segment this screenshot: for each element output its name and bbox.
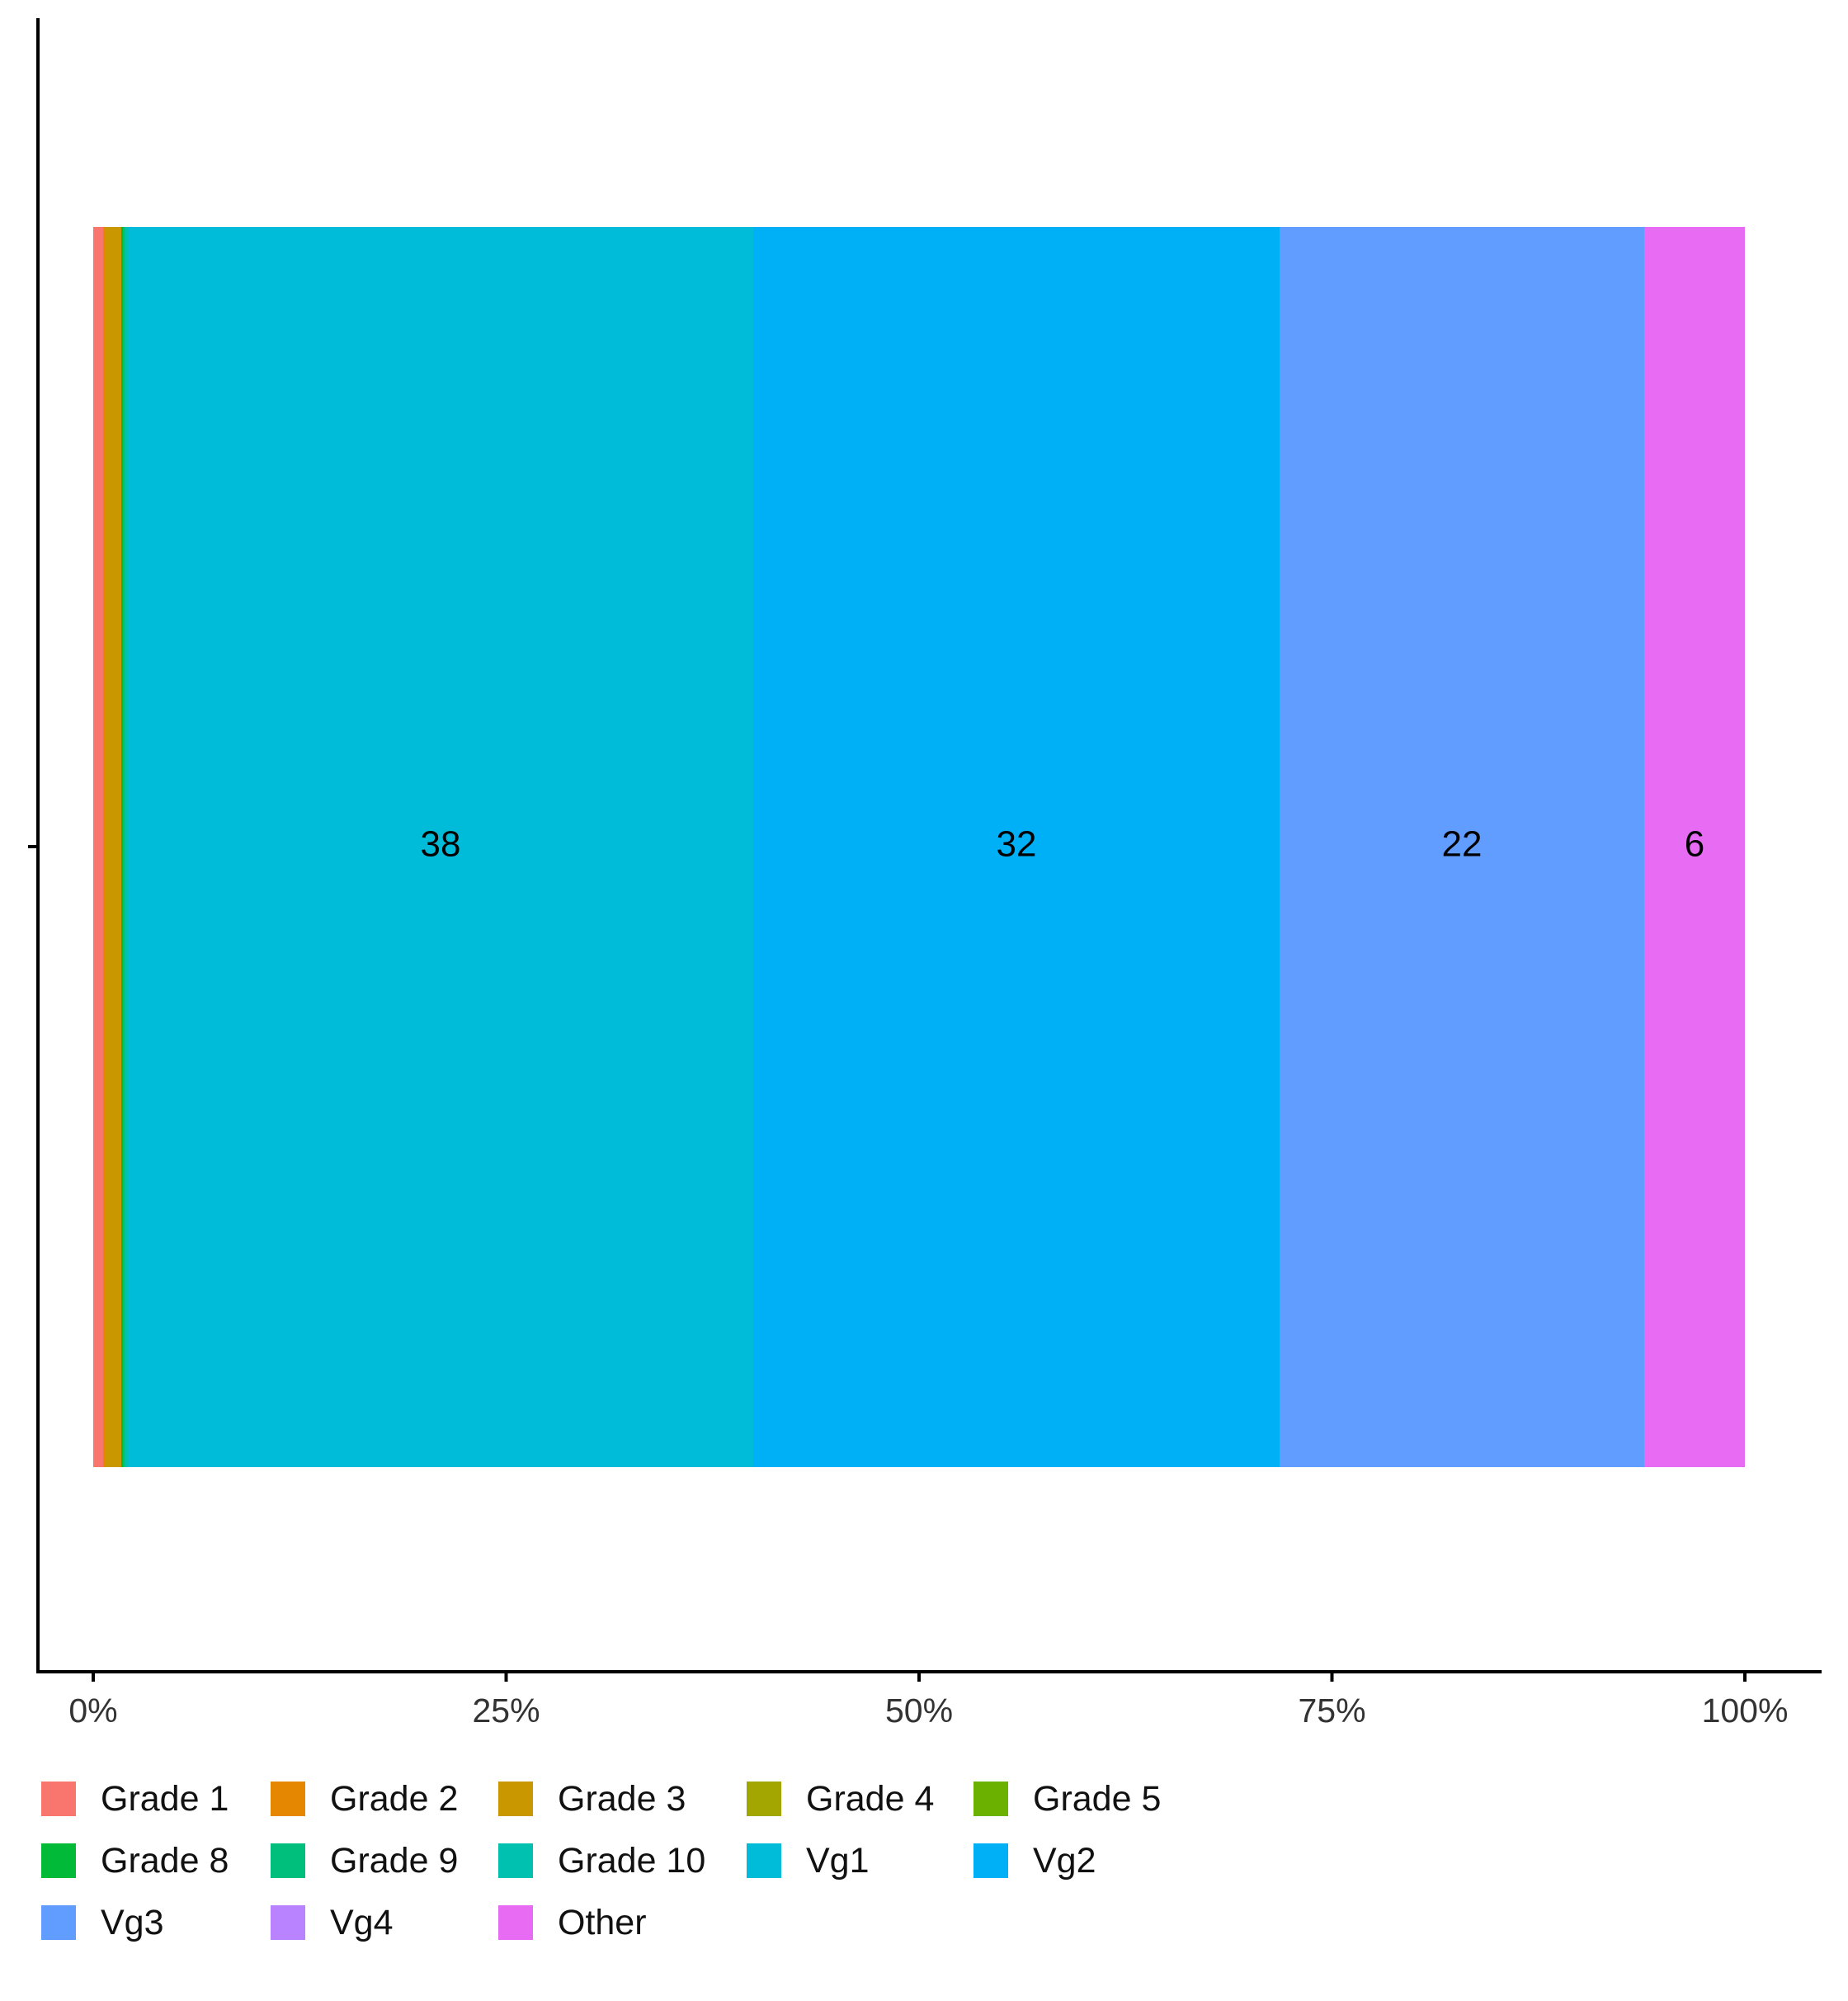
legend-item-other: Other (498, 1902, 647, 1943)
x-tick-label: 75% (1298, 1692, 1365, 1730)
legend-item-grade-1: Grade 1 (41, 1778, 229, 1819)
x-axis-ticks: 0% 25% 50% 75% 100% (68, 1672, 1788, 1730)
bar-segment-vg2 (753, 227, 1280, 1467)
legend-item-vg3: Vg3 (41, 1902, 164, 1943)
bar-segment-vg1 (128, 227, 753, 1467)
x-tick-label: 25% (472, 1692, 540, 1730)
x-tick-label: 50% (885, 1692, 953, 1730)
data-label: 32 (997, 824, 1037, 865)
segment-labels: 38 32 22 6 (421, 824, 1705, 865)
legend-item-grade-5: Grade 5 (974, 1778, 1161, 1819)
legend-item-vg4: Vg4 (271, 1902, 394, 1943)
legend-swatch (747, 1843, 781, 1878)
legend-label: Grade 5 (1033, 1778, 1162, 1819)
data-label: 6 (1685, 824, 1704, 865)
data-label: 22 (1442, 824, 1483, 865)
legend-item-grade-8: Grade 8 (41, 1840, 229, 1881)
legend-swatch (271, 1905, 305, 1940)
legend-swatch (41, 1905, 76, 1940)
bar-segment-grade-8 (121, 227, 123, 1467)
legend-swatch (271, 1843, 305, 1878)
legend-item-grade-9: Grade 9 (271, 1840, 458, 1881)
legend-swatch (974, 1782, 1008, 1816)
legend-swatch (747, 1782, 781, 1816)
bar-segment-grade-10 (125, 227, 128, 1467)
legend-swatch (498, 1905, 533, 1940)
legend-label: Grade 10 (558, 1840, 706, 1881)
stacked-bar-chart: 38 32 22 6 0% 25% 50% 75% 100% (28, 18, 1822, 1730)
legend-item-grade-4: Grade 4 (747, 1778, 934, 1819)
x-tick-label: 100% (1702, 1692, 1789, 1730)
legend-label: Grade 4 (806, 1778, 935, 1819)
legend-swatch (974, 1843, 1008, 1878)
legend-label: Vg1 (806, 1840, 870, 1881)
legend-label: Grade 3 (558, 1778, 686, 1819)
legend-label: Grade 1 (101, 1778, 229, 1819)
legend-swatch (41, 1843, 76, 1878)
legend-swatch (271, 1782, 305, 1816)
bar-segment-other (1644, 227, 1745, 1467)
bar-segment-grade-1 (93, 227, 103, 1467)
legend-label: Other (558, 1902, 647, 1942)
legend-swatch (498, 1843, 533, 1878)
data-label: 38 (421, 824, 461, 865)
legend-item-vg1: Vg1 (747, 1840, 870, 1881)
bar-segment-grade-9 (123, 227, 125, 1467)
legend-swatch (498, 1782, 533, 1816)
legend-item-grade-3: Grade 3 (498, 1778, 686, 1819)
legend-label: Vg3 (101, 1902, 164, 1942)
legend-item-vg2: Vg2 (974, 1840, 1096, 1881)
legend-item-grade-10: Grade 10 (498, 1840, 705, 1881)
legend-swatch (41, 1782, 76, 1816)
bar-segments (93, 227, 1745, 1467)
bar-segment-grade-3 (105, 227, 121, 1467)
bar-segment-grade-2 (103, 227, 105, 1467)
bar-segment-vg3 (1280, 227, 1644, 1467)
x-tick-label: 0% (68, 1692, 117, 1730)
legend-label: Grade 8 (101, 1840, 229, 1881)
legend-label: Grade 2 (330, 1778, 459, 1819)
legend-label: Vg2 (1033, 1840, 1096, 1881)
legend-label: Vg4 (330, 1902, 394, 1942)
legend-label: Grade 9 (330, 1840, 459, 1881)
legend-item-grade-2: Grade 2 (271, 1778, 458, 1819)
